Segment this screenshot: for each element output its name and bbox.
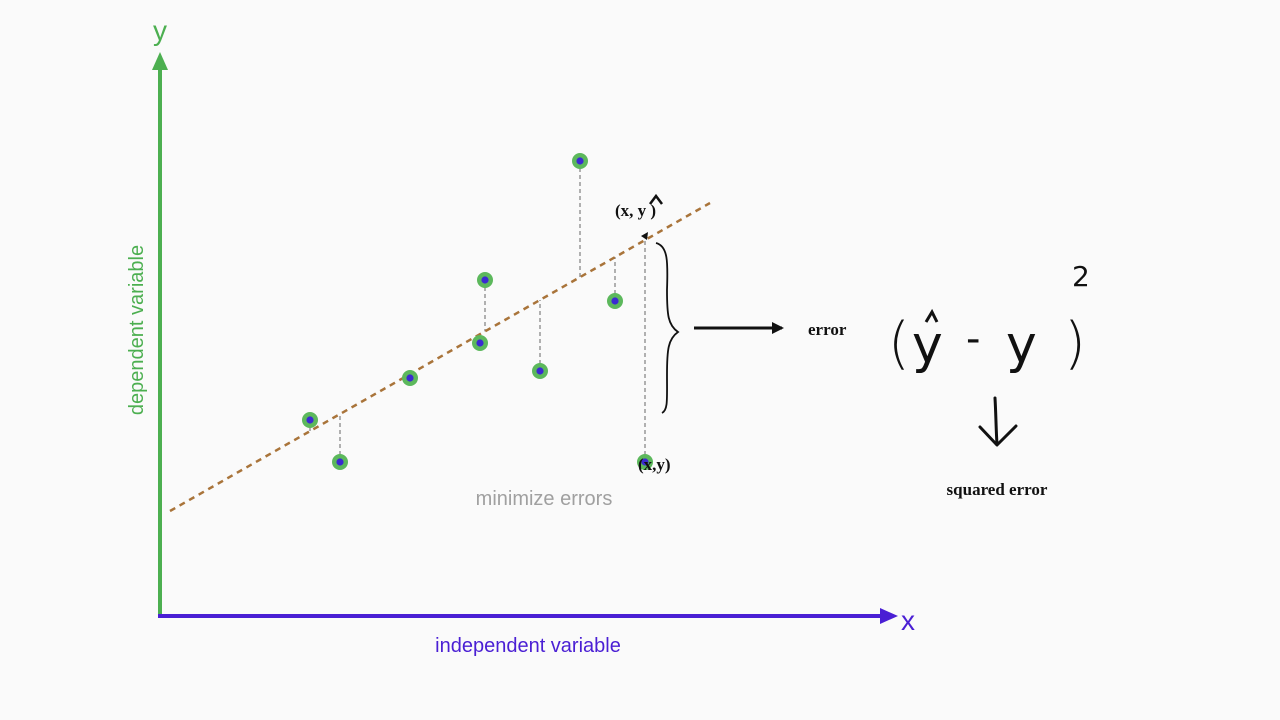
data-point — [637, 454, 653, 470]
formula-exponent: 2 — [1072, 260, 1090, 293]
formula-y: y — [1006, 315, 1037, 375]
minimize-errors-label: minimize errors — [476, 488, 613, 510]
data-point — [302, 412, 318, 428]
error-label: error — [808, 320, 847, 339]
y-axis-label: dependent variable — [126, 245, 148, 415]
data-point-core — [336, 458, 344, 466]
formula-close-paren: ) — [1064, 311, 1086, 376]
squared-error-label: squared error — [947, 480, 1048, 499]
x-axis-label: independent variable — [435, 635, 621, 657]
data-point-core — [406, 374, 414, 382]
data-point — [472, 335, 488, 351]
x-axis-letter: x — [901, 605, 915, 636]
data-point-core — [576, 157, 584, 165]
y-axis-letter: y — [153, 15, 167, 46]
x-axis-arrowhead — [880, 608, 898, 624]
regression-line-group — [169, 201, 711, 513]
residual-lines — [309, 161, 646, 462]
data-point — [607, 293, 623, 309]
data-point-core — [611, 297, 619, 305]
down-arrow-icon — [978, 396, 1018, 447]
data-point-core — [641, 458, 649, 466]
predicted-point-marker — [641, 232, 648, 240]
data-point — [532, 363, 548, 379]
data-point — [402, 370, 418, 386]
formula-minus: - — [966, 316, 980, 362]
formula-y-hat: y — [912, 315, 943, 375]
formula-open-paren: ( — [888, 311, 910, 376]
actual-point-label: (x,y) — [638, 455, 671, 474]
data-points — [302, 153, 653, 470]
predicted-hat-mark — [649, 193, 663, 205]
formula-hat-mark — [924, 308, 939, 323]
data-point — [332, 454, 348, 470]
regression-line — [169, 201, 711, 513]
data-point-core — [536, 367, 544, 375]
data-point-core — [481, 276, 489, 284]
predicted-point-label: (x, y ) — [615, 201, 656, 220]
y-axis-arrowhead — [152, 52, 168, 70]
squared-error-formula: ( y - y ) 2 — [888, 260, 1090, 376]
data-point — [477, 272, 493, 288]
data-point-core — [306, 416, 314, 424]
error-brace — [655, 242, 680, 414]
data-point — [572, 153, 588, 169]
axes-group — [152, 52, 898, 624]
data-point-core — [476, 339, 484, 347]
